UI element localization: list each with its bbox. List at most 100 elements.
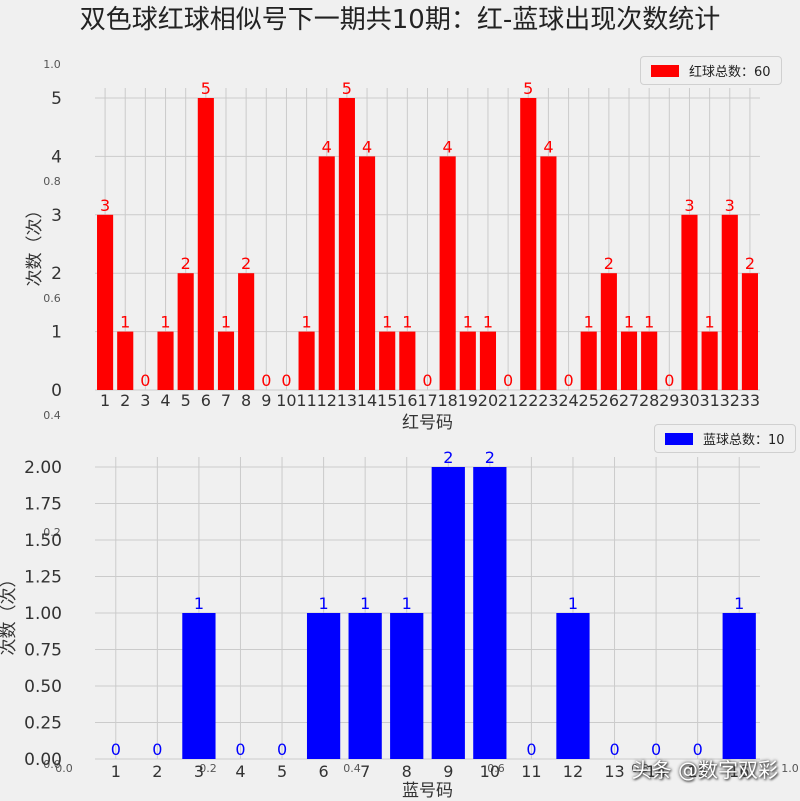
x-tick-label: 12 [317, 391, 337, 410]
y-tick-label: 2 [51, 264, 62, 284]
ghost-y-tick: 0.4 [43, 409, 61, 422]
y-tick-label: 4 [51, 147, 62, 167]
data-label: 0 [422, 371, 432, 390]
data-label: 1 [402, 594, 412, 613]
x-tick-label: 4 [160, 391, 170, 410]
ghost-x-tick: 1.0 [781, 762, 799, 775]
x-tick-label: 16 [397, 391, 417, 410]
data-label: 0 [277, 740, 287, 759]
data-label: 1 [301, 313, 311, 332]
x-tick-label: 15 [377, 391, 397, 410]
data-label: 4 [362, 137, 372, 156]
y-tick-label: 1 [51, 323, 62, 343]
bar [431, 467, 465, 759]
red-ball-chart: 0123453112031425561728090101114125134141… [25, 79, 760, 433]
data-label: 0 [526, 740, 536, 759]
chart-title: 双色球红球相似号下一期共10期：红-蓝球出现次数统计 [80, 5, 720, 35]
data-label: 1 [705, 313, 715, 332]
x-tick-label: 23 [538, 391, 558, 410]
data-label: 1 [319, 594, 329, 613]
bar [580, 331, 597, 390]
y-tick-label: 5 [51, 89, 62, 109]
y-tick-label: 0 [51, 381, 62, 401]
x-tick-label: 33 [740, 391, 760, 410]
bar [741, 273, 758, 390]
bar [701, 331, 718, 390]
bar [540, 156, 557, 390]
x-tick-label: 19 [458, 391, 478, 410]
y-tick-label: 0.50 [24, 677, 62, 697]
data-label: 1 [463, 313, 473, 332]
bar [117, 331, 134, 390]
ghost-y-tick: 0.2 [43, 526, 61, 539]
data-label: 1 [360, 594, 370, 613]
data-label: 1 [644, 313, 654, 332]
data-label: 4 [543, 137, 553, 156]
x-tick-label: 20 [478, 391, 498, 410]
ghost-x-tick: 0.6 [487, 762, 505, 775]
data-label: 0 [503, 371, 513, 390]
data-label: 0 [111, 740, 121, 759]
x-tick-label: 7 [360, 762, 370, 781]
data-label: 2 [745, 254, 755, 273]
x-tick-label: 7 [221, 391, 231, 410]
data-label: 0 [140, 371, 150, 390]
bar [318, 156, 335, 390]
x-tick-label: 2 [152, 762, 162, 781]
data-label: 4 [322, 137, 332, 156]
bar [338, 98, 355, 390]
data-label: 5 [342, 79, 352, 98]
x-tick-label: 14 [357, 391, 377, 410]
x-tick-label: 26 [599, 391, 619, 410]
x-tick-label: 31 [699, 391, 719, 410]
x-tick-label: 10 [276, 391, 296, 410]
x-tick-label: 1 [100, 391, 110, 410]
y-axis-label: 次数（次） [25, 202, 45, 287]
x-axis-label: 蓝号码 [402, 781, 453, 801]
x-tick-label: 15 [687, 762, 707, 781]
bar [473, 467, 507, 759]
y-tick-label: 0.00 [24, 750, 62, 770]
data-label: 0 [261, 371, 271, 390]
data-label: 3 [725, 196, 735, 215]
blue-ball-chart: 0.000.250.500.751.001.251.501.752.000102… [0, 448, 760, 801]
y-axis-label: 次数（次） [0, 571, 19, 656]
data-label: 2 [485, 448, 495, 467]
x-tick-label: 2 [120, 391, 130, 410]
data-label: 4 [443, 137, 453, 156]
x-tick-label: 30 [679, 391, 699, 410]
data-label: 2 [604, 254, 614, 273]
data-label: 0 [152, 740, 162, 759]
bar [600, 273, 617, 390]
x-tick-label: 1 [111, 762, 121, 781]
data-label: 1 [120, 313, 130, 332]
bar [641, 331, 658, 390]
ghost-x-tick: 0.2 [199, 762, 217, 775]
data-label: 1 [624, 313, 634, 332]
x-tick-label: 11 [296, 391, 316, 410]
y-tick-label: 1.00 [24, 604, 62, 624]
bar [298, 331, 315, 390]
x-tick-label: 8 [402, 762, 412, 781]
y-tick-label: 1.50 [24, 531, 62, 551]
red-legend: 红球总数：60 [640, 56, 782, 85]
data-label: 0 [281, 371, 291, 390]
watermark: 头条 @数字双彩 [631, 758, 778, 782]
x-tick-label: 22 [518, 391, 538, 410]
bar [479, 331, 497, 390]
x-tick-label: 25 [579, 391, 599, 410]
bar [379, 331, 396, 390]
y-tick-label: 2.00 [24, 458, 62, 478]
x-tick-label: 16 [729, 762, 749, 781]
x-axis-label: 红号码 [402, 413, 453, 433]
data-label: 0 [235, 740, 245, 759]
x-tick-label: 4 [235, 762, 245, 781]
bar [157, 331, 174, 390]
data-label: 0 [651, 740, 661, 759]
x-tick-label: 18 [437, 391, 457, 410]
bar [238, 273, 255, 390]
bar [217, 331, 235, 390]
bar [390, 613, 424, 759]
red-legend-swatch [651, 64, 679, 77]
